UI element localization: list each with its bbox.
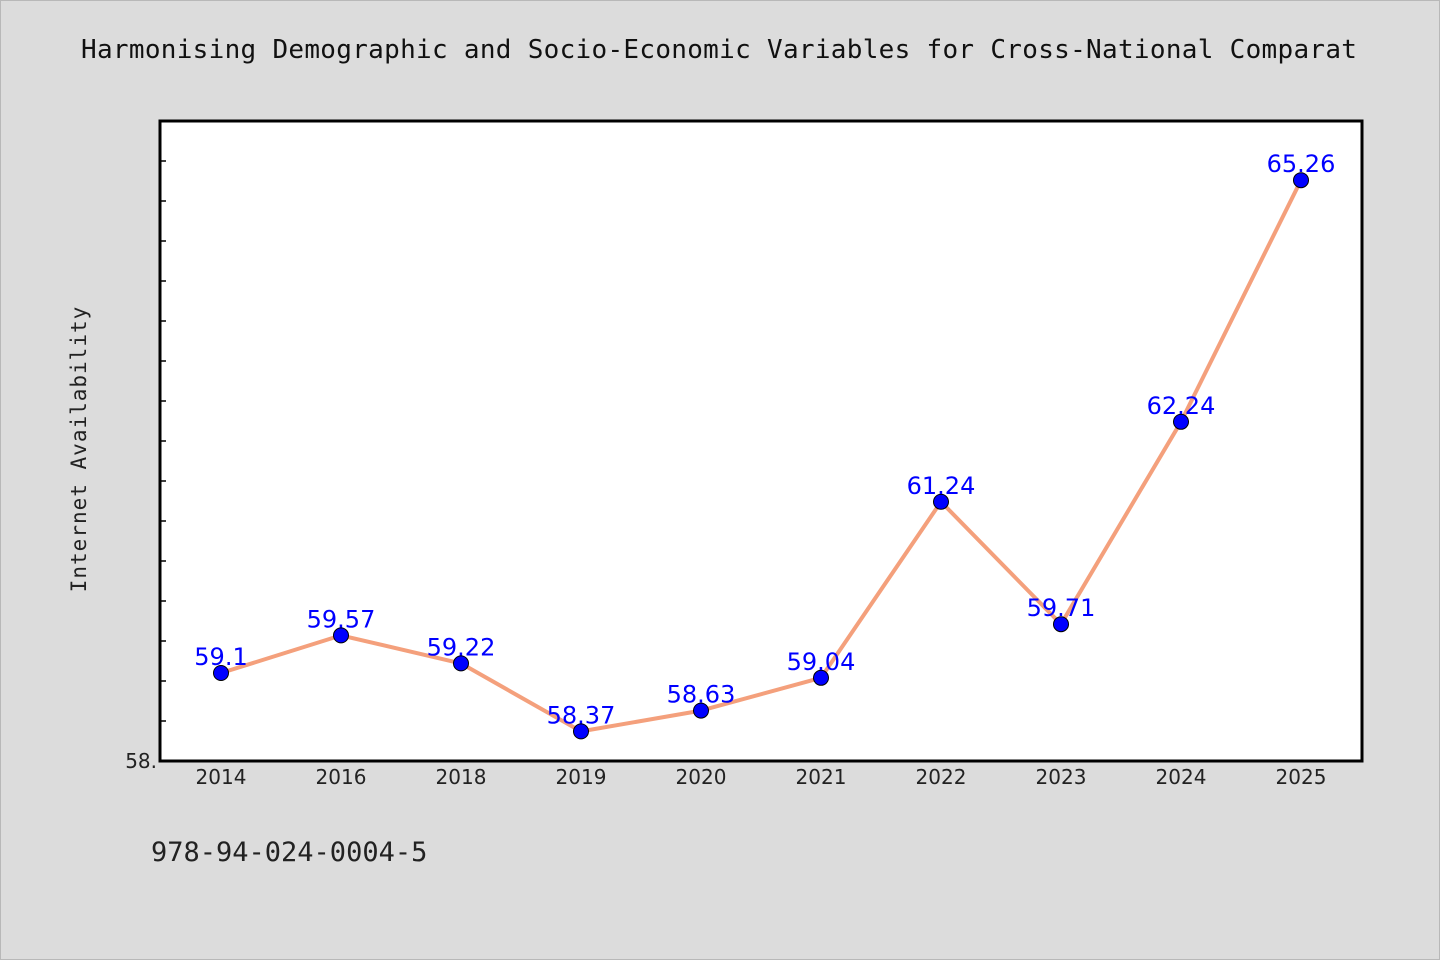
x-tick-label: 2023 (1036, 765, 1087, 789)
data-point (213, 665, 229, 681)
data-point (1293, 172, 1309, 189)
data-label: 61.24 (907, 472, 976, 500)
data-point (333, 627, 349, 644)
data-labels: 59.1 59.57 59.22 58.37 58.63 59.04 61.24 59.71 6… (194, 150, 1335, 729)
x-axis-tick-labels: 2014 2016 2018 2019 2020 2021 2022 2023 2024 2025 (196, 765, 1327, 789)
x-tick-label: 2020 (676, 765, 727, 789)
x-tick-label: 2022 (916, 765, 967, 789)
x-tick-label: 2016 (316, 765, 367, 789)
data-point (573, 723, 589, 740)
data-point (1053, 616, 1069, 633)
data-point (813, 669, 829, 686)
plot-background (160, 121, 1362, 761)
x-tick-label: 2018 (436, 765, 487, 789)
data-point (933, 493, 949, 510)
series-line (220, 179, 1303, 734)
data-label: 65.26 (1267, 150, 1336, 178)
data-label: 59.71 (1027, 594, 1096, 622)
plot-frame (158, 119, 1364, 763)
data-label: 59.57 (307, 605, 376, 633)
data-label: 59.1 (194, 643, 247, 671)
y-tick-label: 58. (125, 749, 157, 773)
data-point (453, 655, 469, 672)
data-point (693, 702, 709, 719)
x-tick-label: 2021 (796, 765, 847, 789)
data-label: 58.63 (667, 681, 736, 709)
series-markers (213, 172, 1309, 740)
x-tick-label: 2019 (556, 765, 607, 789)
chart-title: Harmonising Demographic and Socio-Econom… (81, 35, 1358, 65)
x-tick-label: 2024 (1156, 765, 1207, 789)
footer-code: 978-94-024-0004-5 (151, 837, 428, 868)
data-label: 58.37 (547, 701, 616, 729)
data-point (1173, 413, 1189, 430)
x-tick-label: 2014 (196, 765, 247, 789)
data-label: 59.22 (427, 633, 496, 661)
data-label: 62.24 (1147, 392, 1216, 420)
data-label: 59.04 (787, 648, 856, 676)
x-tick-label: 2025 (1276, 765, 1327, 789)
